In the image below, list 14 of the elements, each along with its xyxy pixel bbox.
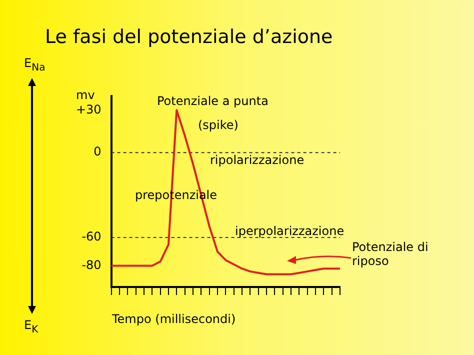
chart-title: Le fasi del potenziale d’azione xyxy=(45,26,333,48)
text: E$_{Na}$ xyxy=(24,56,46,74)
annotation: iperpolarizzazione xyxy=(235,224,344,238)
y-tick-label: -80 xyxy=(82,258,102,272)
annotation: Potenziale a punta xyxy=(157,94,268,108)
y-tick-label: 0 xyxy=(94,144,102,159)
y-axis-title: mv xyxy=(76,88,95,102)
y-tick-label: -60 xyxy=(82,230,102,244)
text: E$_{K}$ xyxy=(24,318,38,336)
x-axis-title: Tempo (millisecondi) xyxy=(112,312,236,326)
annotation: ripolarizzazione xyxy=(210,153,304,167)
annotation: (spike) xyxy=(198,118,238,132)
y-tick-label: +30 xyxy=(76,102,102,116)
text: Potenziale di riposo xyxy=(352,240,430,268)
